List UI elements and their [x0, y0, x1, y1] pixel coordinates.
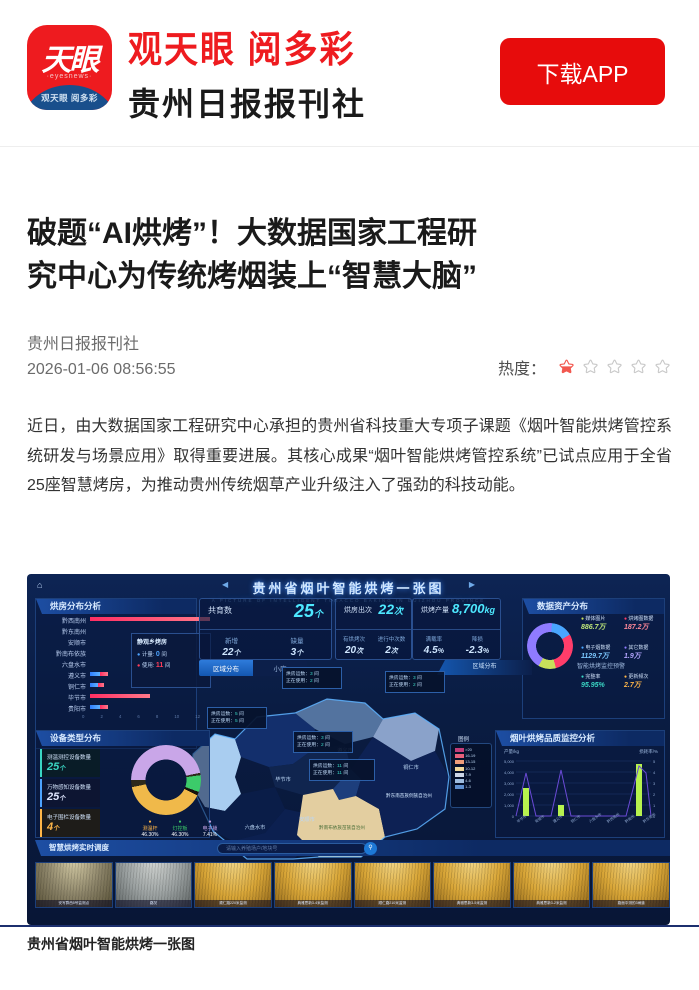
svg-text:3,000: 3,000 [504, 781, 515, 786]
svg-text:0: 0 [512, 814, 515, 819]
svg-text:铜仁市: 铜仁市 [570, 813, 582, 824]
svg-text:安顺市: 安顺市 [299, 815, 315, 823]
svg-text:黔南布依族苗族自治州: 黔南布依族苗族自治州 [319, 824, 365, 831]
svg-text:4,000: 4,000 [504, 770, 515, 775]
svg-text:毕节市: 毕节市 [275, 775, 291, 783]
svg-text:黔东南苗族侗族自治州: 黔东南苗族侗族自治州 [386, 792, 432, 799]
svg-text:1,000: 1,000 [504, 803, 515, 808]
svg-text:六盘水市: 六盘水市 [588, 811, 603, 824]
svg-text:3: 3 [653, 781, 656, 786]
svg-text:黔西南州: 黔西南州 [606, 811, 621, 824]
svg-text:4: 4 [653, 770, 656, 775]
svg-text:黔南州: 黔南州 [624, 813, 636, 824]
svg-text:5: 5 [653, 759, 656, 764]
svg-text:铜仁市: 铜仁市 [403, 763, 419, 771]
svg-text:5,000: 5,000 [504, 759, 515, 764]
svg-text:1: 1 [653, 803, 656, 808]
svg-text:2: 2 [653, 792, 656, 797]
svg-text:2,000: 2,000 [504, 792, 515, 797]
svg-text:六盘水市: 六盘水市 [245, 823, 266, 831]
